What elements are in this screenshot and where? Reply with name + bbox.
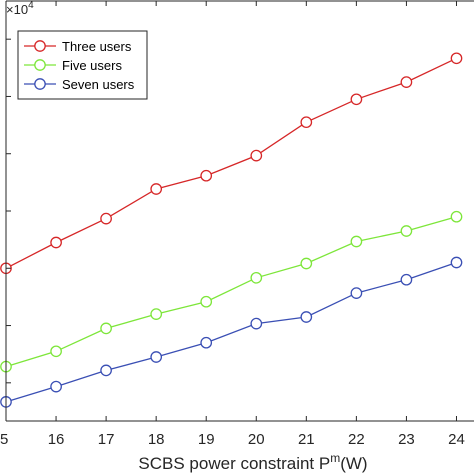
series-line-1: [5, 57, 457, 269]
series-2-point: [400, 225, 413, 237]
series-line-2: [5, 216, 457, 368]
legend: Three users Five users Seven users: [17, 30, 148, 100]
series-1-point: [200, 169, 213, 182]
y-exponent-power: 4: [28, 0, 34, 11]
series-layer: [0, 52, 463, 408]
series-line-3: [5, 261, 457, 403]
series-2-point: [50, 345, 62, 358]
series-2-point: [450, 210, 463, 223]
legend-marker-2: [34, 59, 46, 71]
legend-marker-1: [34, 40, 46, 52]
legend-label-3: Seven users: [62, 77, 135, 92]
series-2-point: [350, 235, 363, 248]
series-3-point: [200, 336, 213, 349]
series-1-point: [400, 76, 413, 88]
axes-layer: 5 16 17 18 19 20 21 22 23 24: [0, 0, 474, 448]
series-2-point: [200, 295, 213, 308]
legend-marker-3: [34, 78, 46, 90]
series-3-point: [100, 364, 112, 377]
x-tick-label: 16: [48, 431, 65, 448]
series-3-point: [300, 311, 313, 323]
y-exponent-label: ×104: [6, 0, 34, 17]
x-tick-label: 19: [198, 431, 215, 448]
legend-label-2: Five users: [62, 58, 122, 73]
x-tick-label: 20: [248, 431, 265, 448]
series-1-point: [450, 52, 463, 65]
series-1-point: [50, 236, 62, 249]
x-axis-title-main: SCBS power constraint P: [138, 454, 330, 473]
series-1-point: [300, 116, 313, 129]
x-tick-label: 5: [0, 431, 8, 448]
series-3-point: [350, 287, 363, 299]
series-3-point: [450, 256, 463, 269]
series-1-point: [100, 212, 112, 225]
x-tick-label: 24: [448, 431, 465, 448]
series-3-point: [250, 317, 263, 330]
series-2-point: [150, 308, 163, 320]
x-tick-label: 22: [348, 431, 365, 448]
x-tick-label: 17: [98, 431, 115, 448]
legend-label-1: Three users: [62, 39, 132, 54]
x-tick-label: 18: [148, 431, 165, 448]
series-3-point: [400, 273, 413, 286]
series-2-point: [300, 257, 313, 270]
x-tick-label: 23: [398, 431, 415, 448]
series-3-point: [150, 351, 163, 363]
x-axis-title-unit: (W): [340, 454, 367, 473]
x-tick-label: 21: [298, 431, 315, 448]
series-1-point: [250, 149, 263, 162]
series-2-point: [100, 322, 112, 335]
series-1-point: [350, 93, 363, 106]
x-axis-title-superscript: m: [330, 451, 340, 465]
x-axis-title: SCBS power constraint Pm(W): [138, 451, 367, 473]
series-1-point: [150, 183, 163, 195]
series-2-point: [250, 271, 263, 284]
y-exponent-base: ×10: [6, 2, 28, 17]
series-3-point: [50, 380, 62, 393]
